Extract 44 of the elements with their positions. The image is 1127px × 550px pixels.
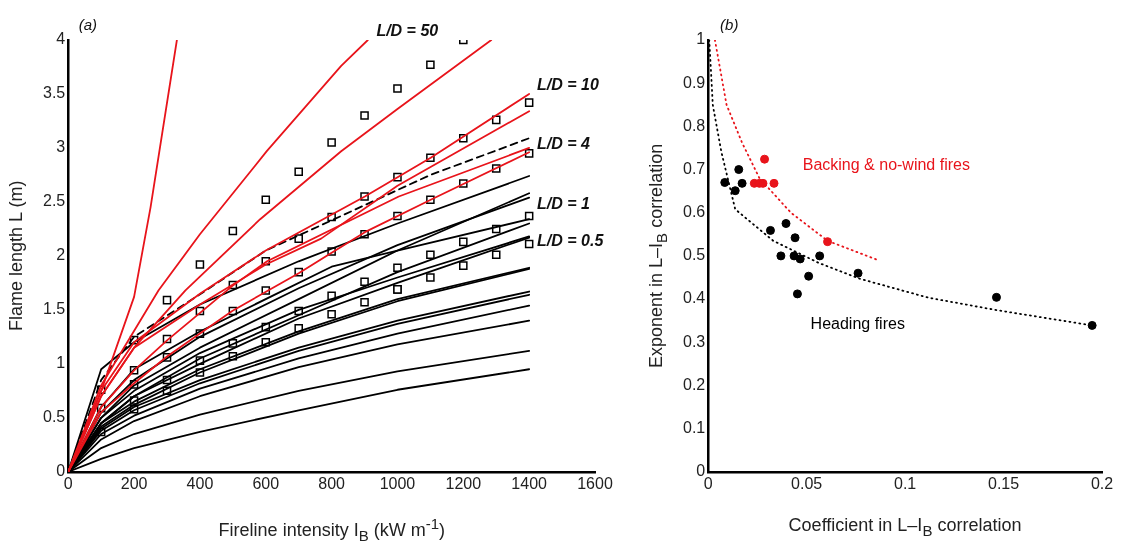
y-tick-label: 0.1 [682,419,706,437]
x-tick-label: 200 [120,474,148,492]
y-tick-label: 0.2 [682,375,706,393]
y-tick-label: 0.7 [682,159,706,177]
x-tick-label: 0.15 [987,474,1020,492]
y-tick-label: 4 [56,30,66,48]
y-tick-label: 3 [56,138,66,156]
x-tick-label: 1400 [511,474,548,492]
y-tick-label: 2 [56,246,66,264]
y-tick-label: 1 [696,30,706,48]
annotation: L/D = 1 [537,195,591,213]
y-tick-label: 0 [696,462,706,480]
y-tick-label: 0.5 [42,408,66,426]
y-tick-label: 0.3 [682,332,706,350]
annotation: L/D = 4 [537,134,591,152]
y-tick-label: 0.4 [682,289,706,307]
y-tick-label: 0.9 [682,73,706,91]
x-axis-title: Coefficient in L–I$_{B}$ correlation [788,515,1022,539]
series-label: Backing & no-wind fires [802,155,970,173]
x-tick-label: 400 [186,474,214,492]
annotation: L/D = 0.5 [537,231,605,249]
y-tick-label: 1 [56,354,66,372]
x-tick-label: 0.2 [1090,474,1114,492]
x-tick-label: 600 [252,474,280,492]
text: (b) [720,16,739,34]
x-tick-label: 0.05 [791,474,823,492]
y-axis-title: Flame length L (m) [6,180,27,331]
series-label: Heading fires [810,315,905,333]
x-tick-label: 1600 [577,474,613,492]
x-axis-title: Fireline intensity I$_{B}$ (kW m$^{-1}$) [218,515,446,544]
text: (a) [78,16,98,34]
y-tick-label: 3.5 [42,84,66,102]
x-tick-label: 1200 [445,474,482,492]
y-tick-label: 0.5 [682,246,706,264]
x-tick-label: 800 [318,474,346,492]
x-tick-label: 0.1 [894,474,917,492]
y-tick-label: 0.6 [682,203,706,221]
x-tick-label: 1000 [379,474,416,492]
annotation: L/D = 10 [537,75,599,93]
y-tick-label: 2.5 [42,192,66,210]
annotation: L/D = 50 [376,22,439,40]
y-tick-label: 1.5 [42,300,66,318]
y-tick-label: 0.8 [682,116,706,134]
y-tick-label: 0 [56,462,66,480]
